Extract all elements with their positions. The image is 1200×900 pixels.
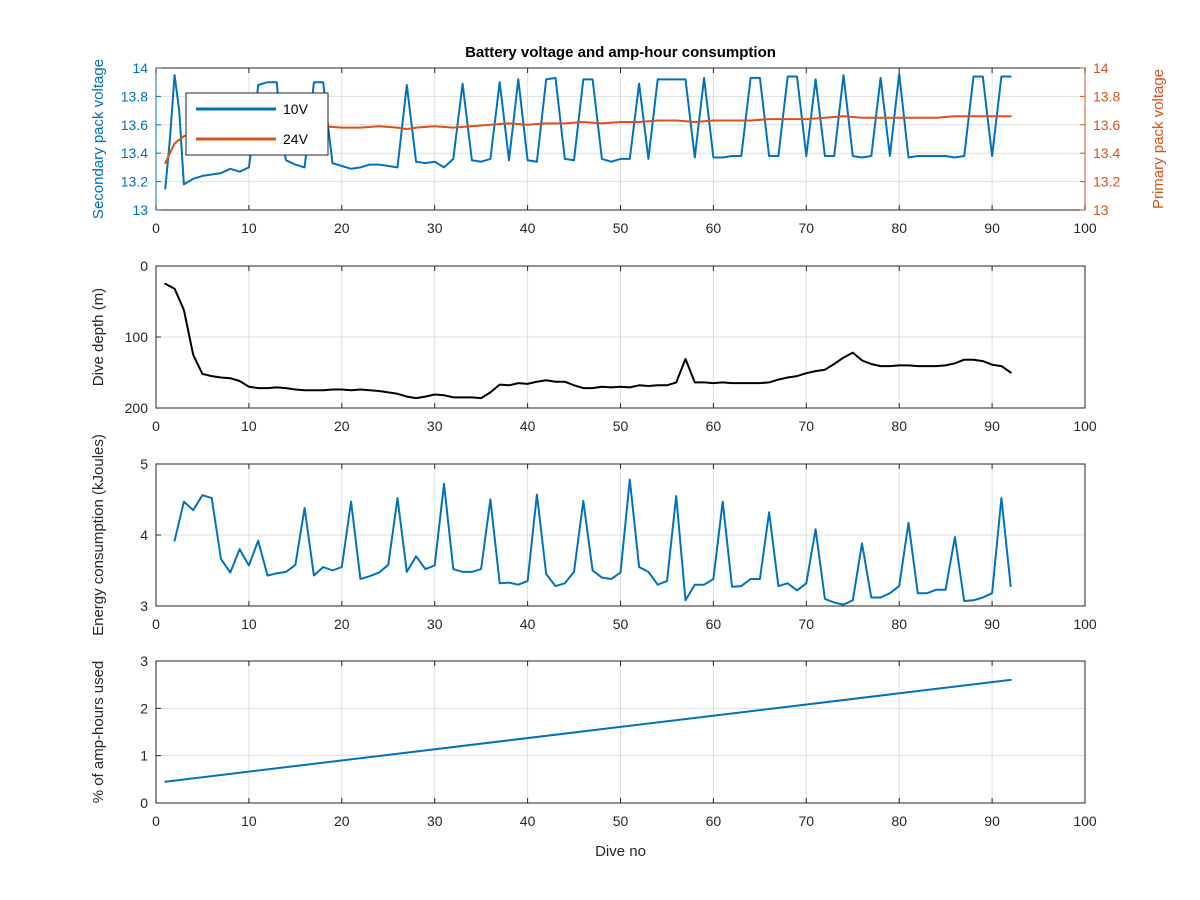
x-tick-label: 70 bbox=[799, 813, 815, 829]
x-tick-label: 20 bbox=[334, 418, 350, 434]
x-tick-label: 30 bbox=[427, 616, 443, 632]
x-tick-label: 30 bbox=[427, 220, 443, 236]
x-tick-label: 70 bbox=[799, 616, 815, 632]
x-tick-label: 40 bbox=[520, 220, 536, 236]
y-tick-label: 5 bbox=[140, 456, 148, 472]
x-tick-label: 0 bbox=[152, 616, 160, 632]
x-tick-label: 70 bbox=[799, 220, 815, 236]
x-tick-label: 100 bbox=[1073, 813, 1097, 829]
legend: 10V 24V bbox=[185, 92, 329, 156]
x-tick-label: 0 bbox=[152, 813, 160, 829]
y-right-axis-label: Primary pack voltage bbox=[1150, 69, 1167, 209]
y-axis-label: Secondary pack voltage bbox=[90, 59, 107, 219]
y-tick-label: 13 bbox=[132, 202, 148, 218]
x-tick-label: 20 bbox=[334, 813, 350, 829]
legend-label-10v: 10V bbox=[283, 101, 309, 117]
y-right-tick-label: 13.8 bbox=[1093, 88, 1120, 104]
legend-box bbox=[185, 92, 329, 156]
y-right-tick-label: 13 bbox=[1093, 202, 1109, 218]
x-tick-label: 90 bbox=[984, 813, 1000, 829]
subplot-2: 0 10 20 30 40 50 60 70 80 90 100 0 100 200 Dive depth … bbox=[90, 258, 1097, 434]
y-tick-label: 3 bbox=[140, 598, 148, 614]
y-tick-label: 2 bbox=[140, 700, 148, 716]
x-tick-label: 40 bbox=[520, 418, 536, 434]
y-axis-label: Dive depth (m) bbox=[90, 288, 107, 386]
series-line-1 bbox=[164, 678, 1012, 783]
y-tick-label: 1 bbox=[140, 748, 148, 764]
y-right-tick-label: 13.2 bbox=[1093, 174, 1120, 190]
x-tick-label: 50 bbox=[613, 813, 629, 829]
series-line-1 bbox=[173, 478, 1012, 606]
y-axis-label: Energy consumption (kJoules) bbox=[90, 434, 107, 636]
x-tick-label: 100 bbox=[1073, 220, 1097, 236]
x-tick-label: 50 bbox=[613, 418, 629, 434]
x-tick-label: 10 bbox=[241, 418, 257, 434]
y-tick-label: 0 bbox=[140, 258, 148, 274]
chart-title: Battery voltage and amp-hour consumption bbox=[465, 44, 776, 61]
x-tick-label: 60 bbox=[706, 616, 722, 632]
x-tick-label: 0 bbox=[152, 418, 160, 434]
y-tick-label: 13.6 bbox=[121, 117, 148, 133]
y-tick-label: 200 bbox=[125, 400, 149, 416]
x-tick-label: 60 bbox=[706, 418, 722, 434]
x-tick-label: 90 bbox=[984, 616, 1000, 632]
x-tick-label: 10 bbox=[241, 813, 257, 829]
x-tick-label: 50 bbox=[613, 220, 629, 236]
y-tick-label: 13.8 bbox=[121, 88, 148, 104]
x-tick-label: 80 bbox=[891, 813, 907, 829]
x-tick-label: 10 bbox=[241, 220, 257, 236]
x-tick-label: 30 bbox=[427, 813, 443, 829]
y-tick-label: 100 bbox=[125, 329, 149, 345]
x-tick-label: 10 bbox=[241, 616, 257, 632]
y-tick-label: 14 bbox=[132, 60, 148, 76]
y-right-tick-label: 13.6 bbox=[1093, 117, 1120, 133]
x-tick-label: 80 bbox=[891, 220, 907, 236]
x-tick-label: 30 bbox=[427, 418, 443, 434]
y-tick-label: 13.4 bbox=[121, 145, 148, 161]
x-tick-label: 90 bbox=[984, 418, 1000, 434]
x-tick-label: 40 bbox=[520, 616, 536, 632]
y-right-tick-label: 13.4 bbox=[1093, 145, 1120, 161]
x-tick-label: 0 bbox=[152, 220, 160, 236]
x-tick-label: 80 bbox=[891, 616, 907, 632]
x-tick-label: 100 bbox=[1073, 616, 1097, 632]
y-axis-label: % of amp-hours used bbox=[90, 661, 107, 804]
legend-label-24v: 24V bbox=[283, 131, 309, 147]
subplot-4: 0 10 20 30 40 50 60 70 80 90 100 0 1 2 3 % of amp-hours… bbox=[90, 653, 1097, 860]
subplot-1: 0 10 20 30 40 50 60 70 80 90 100 13 13.2 13.4 13.6 13.8… bbox=[90, 44, 1167, 236]
x-axis-label: Dive no bbox=[595, 843, 646, 860]
x-tick-label: 50 bbox=[613, 616, 629, 632]
series-line-1 bbox=[164, 282, 1012, 400]
x-tick-label: 20 bbox=[334, 220, 350, 236]
x-tick-label: 70 bbox=[799, 418, 815, 434]
x-tick-label: 60 bbox=[706, 813, 722, 829]
x-tick-label: 60 bbox=[706, 220, 722, 236]
y-tick-label: 3 bbox=[140, 653, 148, 669]
x-tick-label: 20 bbox=[334, 616, 350, 632]
y-tick-label: 0 bbox=[140, 795, 148, 811]
y-tick-label: 4 bbox=[140, 527, 148, 543]
subplot-3: 0 10 20 30 40 50 60 70 80 90 100 3 4 5 Energy consumpt… bbox=[90, 434, 1097, 636]
y-tick-label: 13.2 bbox=[121, 174, 148, 190]
x-tick-label: 40 bbox=[520, 813, 536, 829]
x-tick-label: 100 bbox=[1073, 418, 1097, 434]
x-tick-label: 80 bbox=[891, 418, 907, 434]
y-right-tick-label: 14 bbox=[1093, 60, 1109, 76]
x-tick-label: 90 bbox=[984, 220, 1000, 236]
